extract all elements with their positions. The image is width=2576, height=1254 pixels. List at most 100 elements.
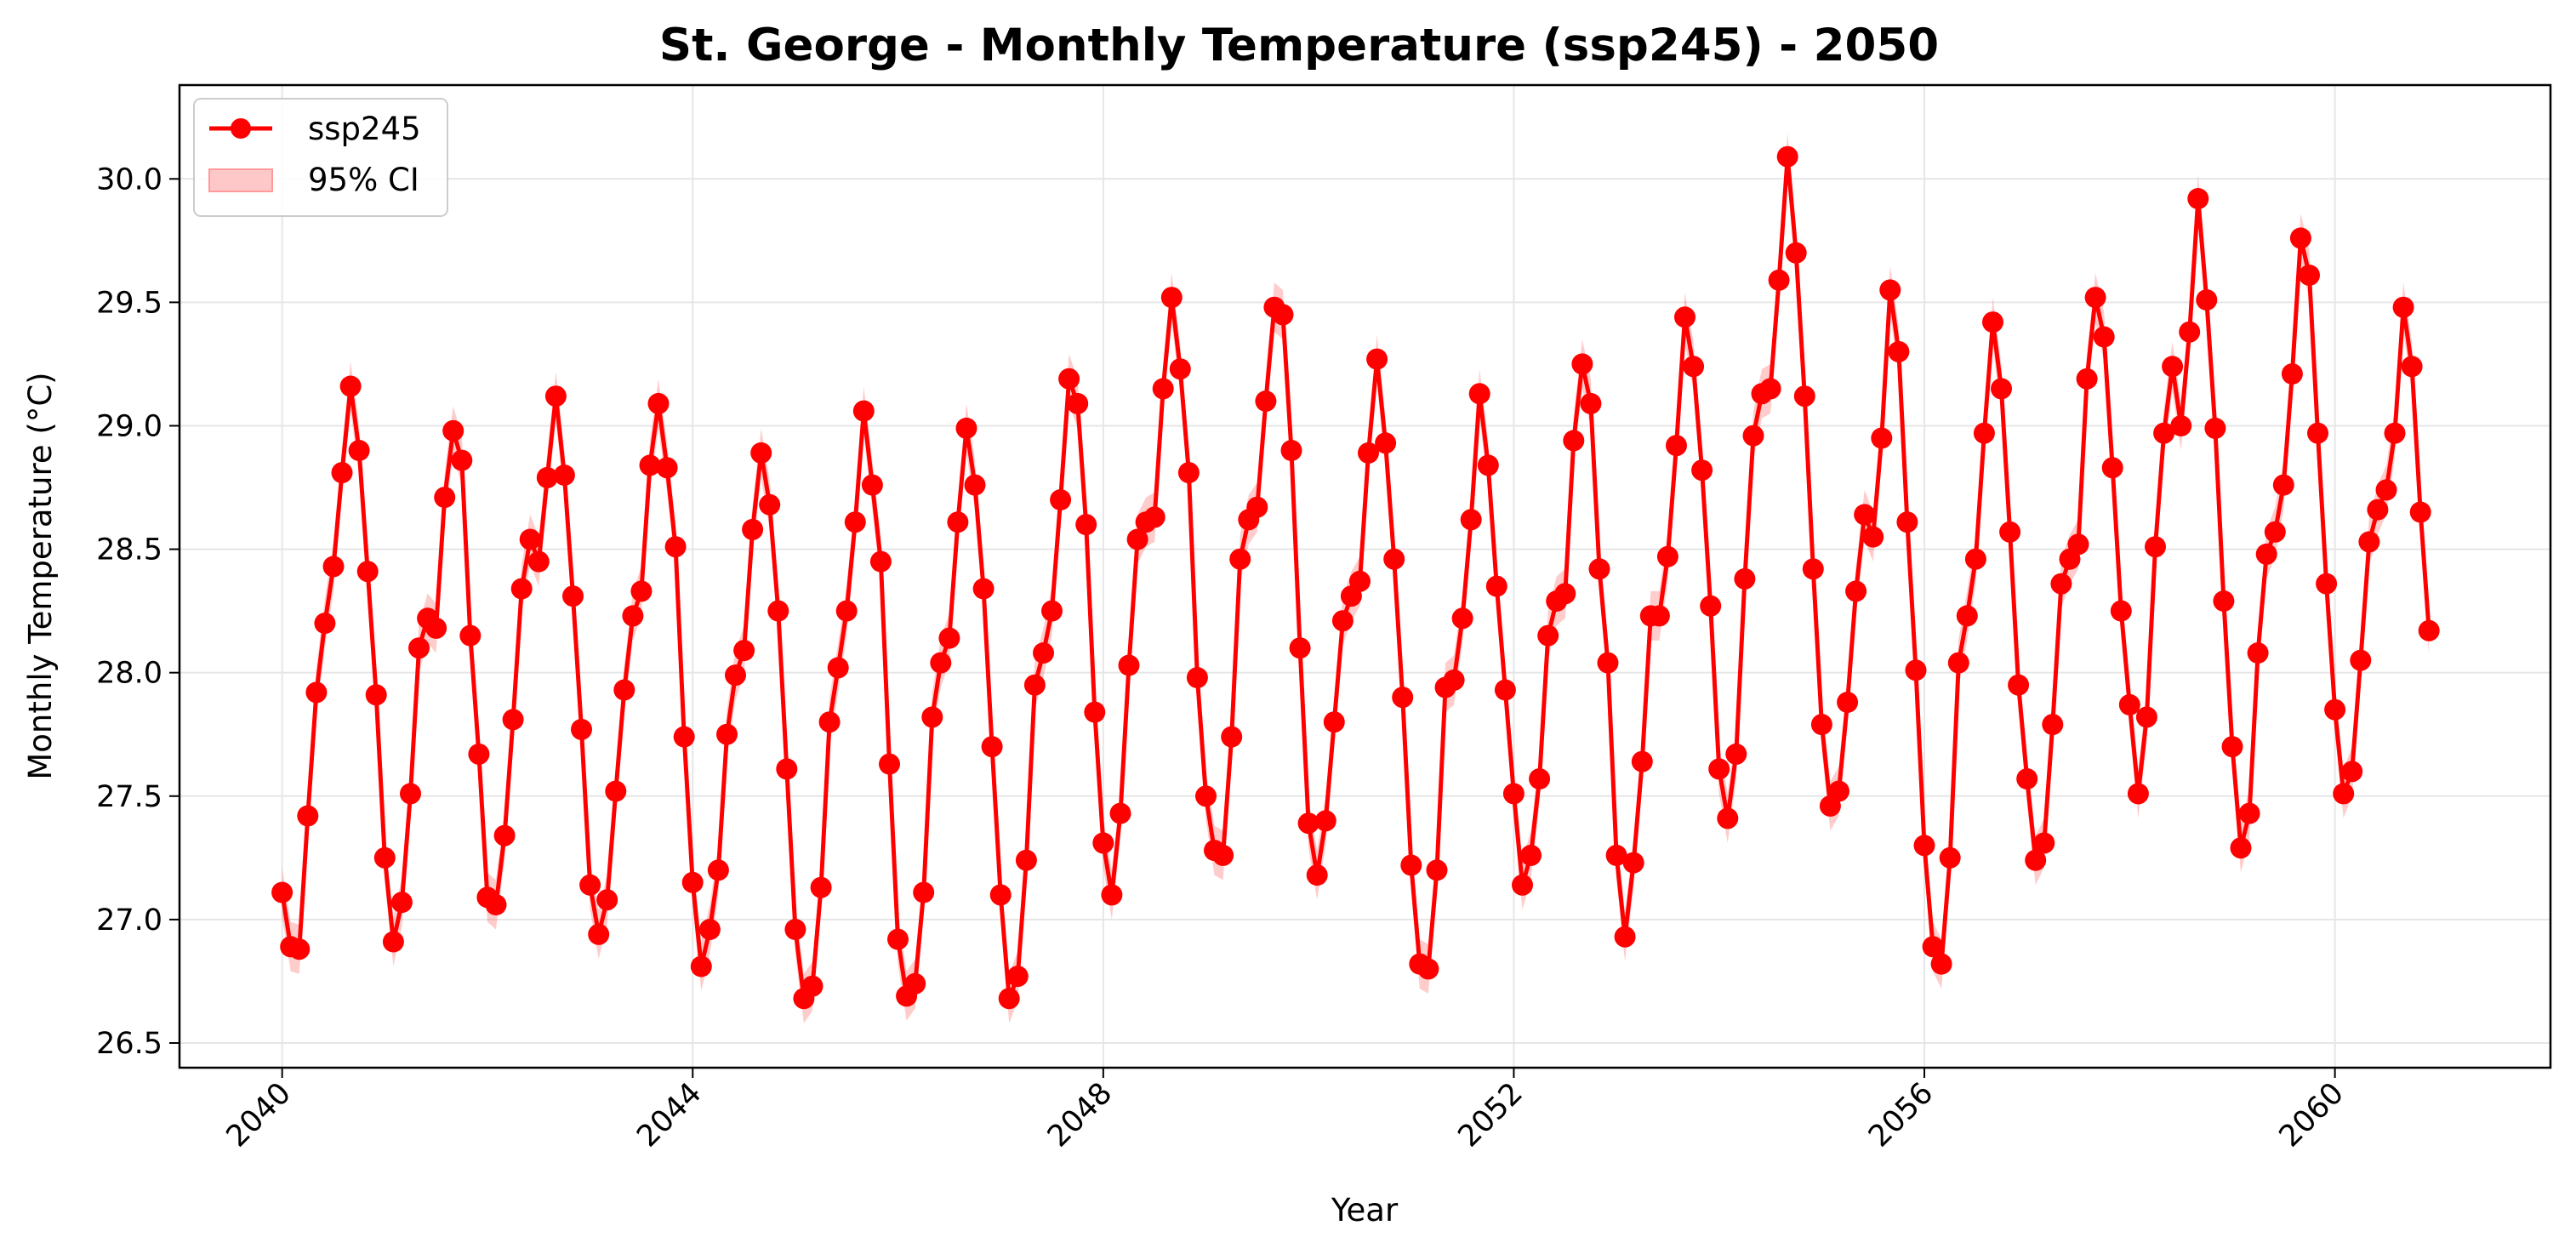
legend-ci-swatch [208, 168, 273, 192]
data-point [305, 681, 328, 704]
data-point [964, 474, 986, 496]
data-point [742, 518, 764, 540]
data-point [613, 679, 635, 701]
legend-label-ssp245: ssp245 [308, 111, 421, 147]
data-point [2008, 674, 2030, 696]
data-point [1837, 692, 1859, 713]
data-point [784, 919, 806, 940]
data-point [2367, 499, 2389, 521]
data-point [1964, 548, 1986, 570]
data-point [1195, 785, 1217, 807]
data-point [1631, 750, 1653, 772]
data-point [2238, 802, 2260, 824]
data-point [1417, 958, 1439, 980]
data-point [1512, 874, 1533, 896]
data-point [2076, 368, 2098, 390]
data-point [2350, 649, 2372, 671]
data-point [1913, 835, 1935, 857]
data-point [2162, 356, 2184, 378]
data-point [1358, 442, 1379, 464]
data-point [1126, 528, 1148, 550]
data-point [1828, 780, 1849, 802]
data-point [596, 889, 618, 911]
data-point [442, 419, 464, 442]
data-point [1956, 605, 1978, 627]
data-point [2067, 533, 2089, 556]
data-point [1768, 269, 1790, 291]
data-point [1186, 667, 1208, 688]
data-point [1297, 812, 1319, 835]
data-point [1015, 849, 1037, 871]
data-point [1554, 583, 1576, 605]
data-point [288, 938, 311, 960]
data-point [1366, 348, 1388, 370]
data-point [1143, 506, 1165, 528]
data-point [1375, 432, 1397, 454]
data-point [1331, 610, 1354, 632]
data-point [1084, 701, 1106, 723]
legend-marker-swatch [231, 118, 251, 139]
data-point [1537, 624, 1559, 647]
legend: ssp245 95% CI [193, 98, 448, 217]
data-point [1622, 852, 1644, 874]
data-point [955, 417, 977, 439]
data-point [664, 536, 687, 558]
data-point [1597, 652, 1619, 674]
data-point [2341, 761, 2363, 783]
data-point [2196, 289, 2218, 311]
data-point [1708, 758, 1730, 780]
data-point [1854, 504, 1876, 526]
data-point [382, 931, 404, 953]
data-point [1092, 832, 1114, 854]
data-point [801, 975, 824, 997]
data-point [827, 657, 849, 679]
data-point [536, 466, 558, 488]
data-point [2084, 287, 2106, 309]
data-point [1973, 422, 1995, 444]
data-point [2118, 693, 2140, 715]
data-point [1588, 558, 1610, 580]
data-point [434, 487, 456, 509]
data-point [493, 824, 516, 846]
data-point [947, 511, 969, 533]
data-point [425, 617, 447, 639]
data-point [630, 580, 653, 602]
data-point [314, 613, 336, 635]
y-tick-label: 26.5 [96, 1027, 162, 1061]
data-point [365, 684, 387, 706]
data-point [2110, 600, 2132, 622]
data-point [2316, 573, 2338, 595]
data-point [1494, 679, 1516, 701]
data-point [1443, 669, 1465, 691]
data-point [348, 440, 370, 461]
data-point [2204, 417, 2226, 439]
data-point [776, 758, 798, 780]
data-point [527, 550, 550, 573]
data-point [861, 474, 883, 496]
data-point [998, 988, 1020, 1010]
data-point [1605, 844, 1627, 866]
data-point [1700, 595, 1722, 617]
data-point [451, 449, 473, 471]
x-axis-label: Year [1331, 1192, 1399, 1228]
data-point [810, 876, 832, 898]
data-point [1656, 545, 1678, 567]
data-point [1109, 802, 1131, 824]
data-point [869, 550, 892, 573]
data-point [1101, 884, 1123, 906]
data-point [767, 600, 789, 622]
data-point [835, 600, 858, 622]
data-point [1246, 496, 1268, 518]
data-point [1776, 145, 1798, 168]
data-point [502, 709, 524, 731]
data-point [1905, 659, 1927, 681]
data-point [339, 375, 362, 397]
data-point [1810, 714, 1832, 736]
data-point [2299, 265, 2320, 286]
data-point [1529, 768, 1551, 789]
data-point [1563, 430, 1585, 452]
data-point [1580, 392, 1602, 414]
data-point [1169, 358, 1191, 380]
data-point [1802, 558, 1824, 580]
data-point [1485, 575, 1507, 597]
